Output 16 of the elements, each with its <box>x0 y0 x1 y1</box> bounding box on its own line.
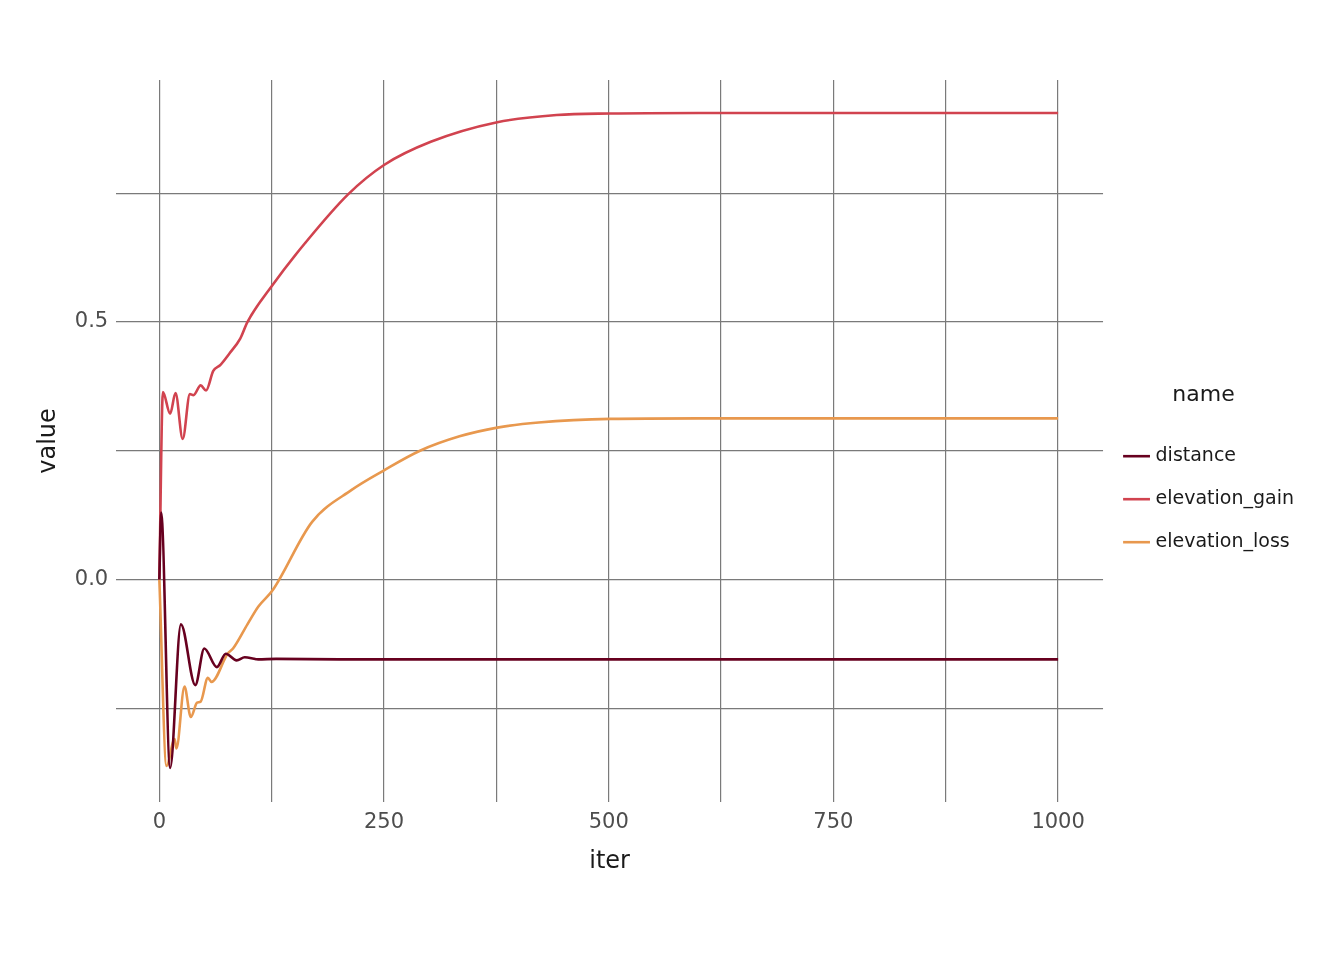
y-tick-label: 0.0 <box>74 565 109 590</box>
x-tick-label: 250 <box>363 809 405 834</box>
y-tick-label: 0.5 <box>74 308 109 333</box>
legend-label: elevation_gain <box>1155 486 1294 510</box>
line-series <box>158 417 1060 768</box>
legend-title: name <box>1172 381 1235 407</box>
line-series <box>158 111 1060 581</box>
y-axis-title: value <box>32 408 61 474</box>
x-tick-label: 0 <box>152 809 167 834</box>
line-series <box>158 511 1060 770</box>
x-tick-label: 500 <box>588 809 629 834</box>
x-axis-title: iter <box>589 845 631 874</box>
legend-label: distance <box>1155 443 1237 466</box>
legend-label: elevation_loss <box>1155 529 1290 553</box>
x-tick-label: 1000 <box>1031 809 1085 834</box>
x-tick-label: 750 <box>813 809 854 834</box>
